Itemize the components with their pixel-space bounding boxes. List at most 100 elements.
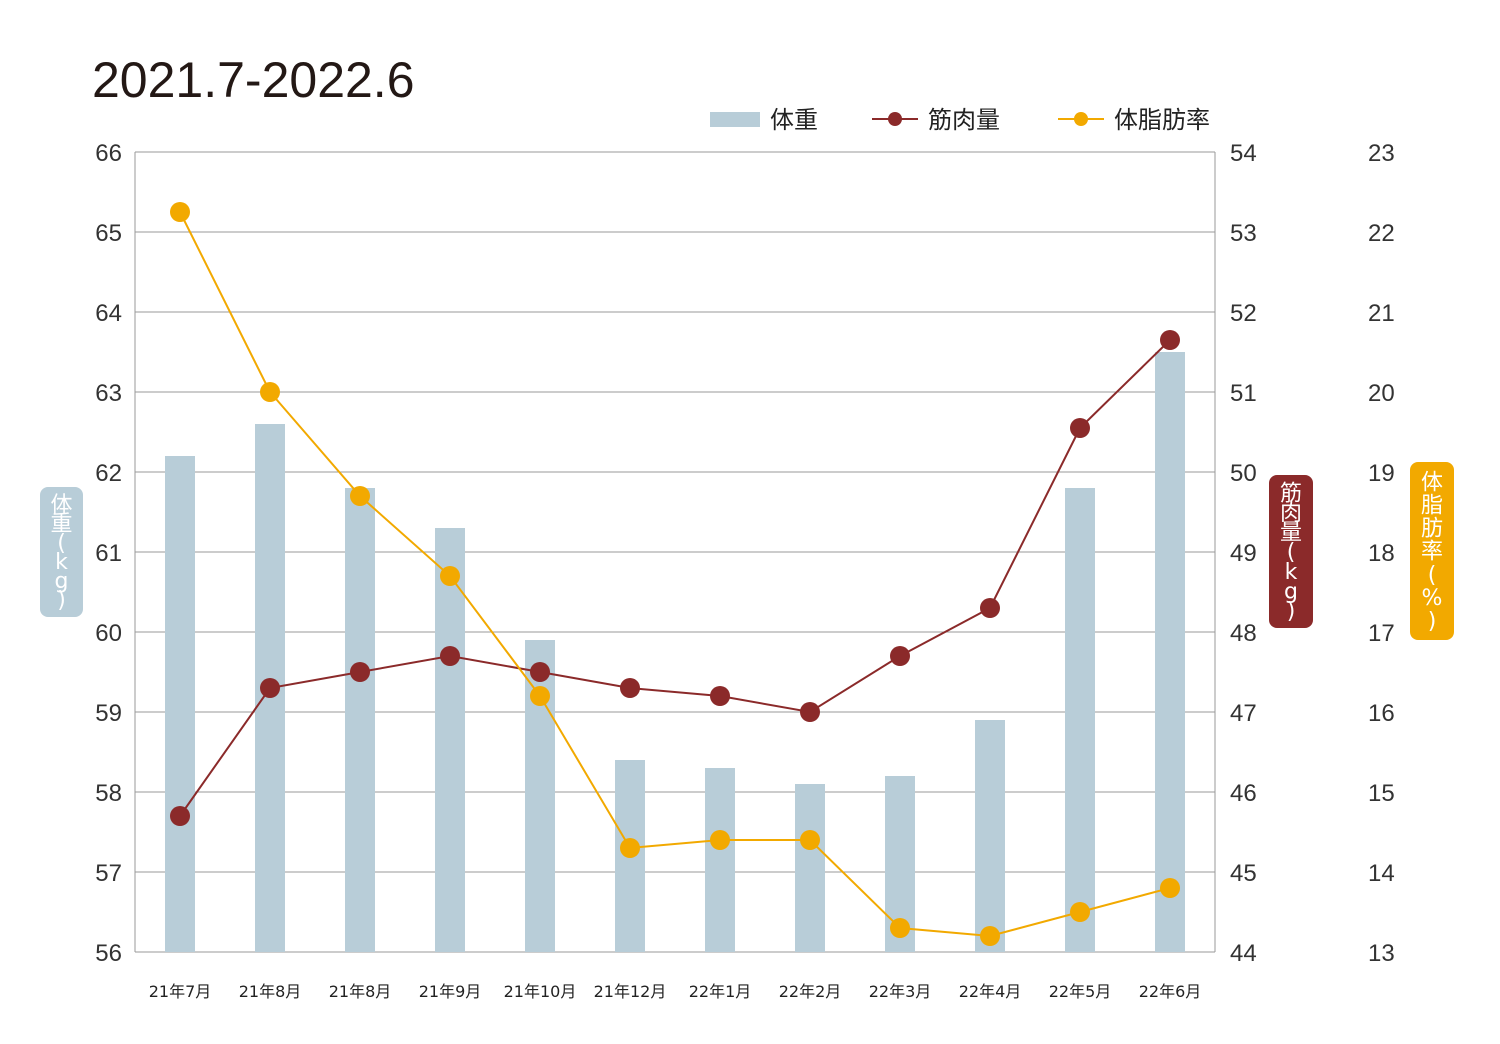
right1-tick-label: 50 — [1230, 460, 1257, 487]
left-tick-label: 57 — [95, 860, 122, 887]
point-筋肉量 — [710, 686, 730, 706]
legend-label: 体重 — [770, 106, 818, 134]
point-体脂肪率 — [620, 838, 640, 858]
point-体脂肪率 — [260, 382, 280, 402]
axis-label-char: k — [55, 550, 68, 575]
axis-label-char: g — [1284, 579, 1298, 604]
point-筋肉量 — [440, 646, 460, 666]
left-axis-label-bg — [40, 487, 83, 617]
axis-label-char: 量 — [1280, 521, 1302, 546]
axis-label-char: 率 — [1421, 540, 1443, 565]
axis-ticks: 56 57 58 59 60 61 62 63 64 65 66 44 45 46 47 48 49 50 51 52… — [95, 140, 1394, 1001]
right1-tick-label: 49 — [1230, 540, 1257, 567]
point-筋肉量 — [800, 702, 820, 722]
point-筋肉量 — [260, 678, 280, 698]
right2-tick-label: 19 — [1368, 460, 1395, 487]
gridlines — [134, 151, 1216, 953]
legend-label: 体脂肪率 — [1114, 106, 1210, 134]
right1-tick-label: 44 — [1230, 940, 1257, 967]
point-筋肉量 — [1160, 330, 1180, 350]
right1-axis-label: 筋肉量(kg) — [1280, 481, 1302, 623]
axis-label-char: ) — [57, 588, 66, 613]
x-tick-label: 22年6月 — [1139, 982, 1202, 1001]
legend: 体重 筋肉量 体脂肪率 — [710, 106, 1210, 134]
axis-label-char: 肉 — [1280, 501, 1302, 526]
line-体脂肪率 — [179, 211, 1171, 938]
axis-labels: 体重(kg)筋肉量(kg)体脂肪率(%) — [40, 462, 1454, 640]
axis-label-char: ( — [1287, 540, 1296, 565]
axis-label-char: % — [1422, 586, 1443, 611]
right1-tick-label: 47 — [1230, 700, 1257, 727]
right2-tick-label: 20 — [1368, 380, 1395, 407]
bar-体重 — [165, 456, 195, 952]
right1-tick-label: 52 — [1230, 300, 1257, 327]
right2-tick-label: 21 — [1368, 300, 1395, 327]
left-axis-label: 体重(kg) — [50, 493, 72, 613]
point-筋肉量 — [980, 598, 1000, 618]
x-tick-label: 21年9月 — [419, 982, 482, 1001]
x-tick-label: 22年5月 — [1049, 982, 1112, 1001]
point-体脂肪率 — [1070, 902, 1090, 922]
right2-tick-label: 13 — [1368, 940, 1395, 967]
left-tick-label: 61 — [95, 540, 122, 567]
x-tick-label: 22年3月 — [869, 982, 932, 1001]
point-筋肉量 — [530, 662, 550, 682]
right1-tick-label: 48 — [1230, 620, 1257, 647]
right1-tick-label: 53 — [1230, 220, 1257, 247]
bar-体重 — [1065, 488, 1095, 952]
x-tick-label: 21年12月 — [594, 982, 667, 1001]
x-tick-label: 22年2月 — [779, 982, 842, 1001]
left-tick-label: 64 — [95, 300, 122, 327]
right2-axis-label: 体脂肪率(%) — [1421, 470, 1443, 634]
point-筋肉量 — [170, 806, 190, 826]
axis-label-char: 重 — [50, 512, 72, 537]
left-tick-label: 65 — [95, 220, 122, 247]
point-体脂肪率 — [710, 830, 730, 850]
right2-axis-label-bg — [1410, 462, 1454, 640]
x-tick-label: 21年8月 — [329, 982, 392, 1001]
x-tick-label: 21年10月 — [504, 982, 577, 1001]
right1-tick-label: 51 — [1230, 380, 1257, 407]
right1-tick-label: 46 — [1230, 780, 1257, 807]
x-tick-label: 21年8月 — [239, 982, 302, 1001]
right2-tick-label: 22 — [1368, 220, 1395, 247]
bar-体重 — [975, 720, 1005, 952]
bar-体重 — [345, 488, 375, 952]
bar-体重 — [795, 784, 825, 952]
right1-axis-label-bg — [1269, 475, 1313, 628]
axis-label-char: 肪 — [1421, 517, 1443, 542]
axis-label-char: ) — [1287, 599, 1296, 624]
legend-swatch-marker — [1074, 112, 1088, 126]
point-体脂肪率 — [890, 918, 910, 938]
bar-体重 — [435, 528, 465, 952]
point-体脂肪率 — [1160, 878, 1180, 898]
axis-label-char: ( — [57, 531, 66, 556]
left-tick-label: 60 — [95, 620, 122, 647]
line-series — [170, 202, 1180, 946]
bar-series — [165, 352, 1185, 952]
point-筋肉量 — [890, 646, 910, 666]
axis-label-char: k — [1285, 560, 1298, 585]
axis-label-char: 脂 — [1421, 493, 1443, 518]
point-体脂肪率 — [440, 566, 460, 586]
chart-title: 2021.7-2022.6 — [92, 52, 415, 108]
point-体脂肪率 — [170, 202, 190, 222]
point-筋肉量 — [350, 662, 370, 682]
right1-tick-label: 54 — [1230, 140, 1257, 167]
point-筋肉量 — [1070, 418, 1090, 438]
axis-label-char: ( — [1428, 563, 1437, 588]
point-体脂肪率 — [800, 830, 820, 850]
x-tick-label: 22年4月 — [959, 982, 1022, 1001]
left-tick-label: 63 — [95, 380, 122, 407]
right2-tick-label: 17 — [1368, 620, 1395, 647]
bar-体重 — [705, 768, 735, 952]
right2-tick-label: 18 — [1368, 540, 1395, 567]
axis-label-char: 体 — [50, 493, 72, 518]
axis-label-char: 筋 — [1280, 481, 1302, 506]
x-tick-label: 22年1月 — [689, 982, 752, 1001]
legend-swatch-bar — [710, 112, 760, 127]
bar-体重 — [1155, 352, 1185, 952]
line-筋肉量 — [179, 339, 1171, 817]
left-tick-label: 58 — [95, 780, 122, 807]
